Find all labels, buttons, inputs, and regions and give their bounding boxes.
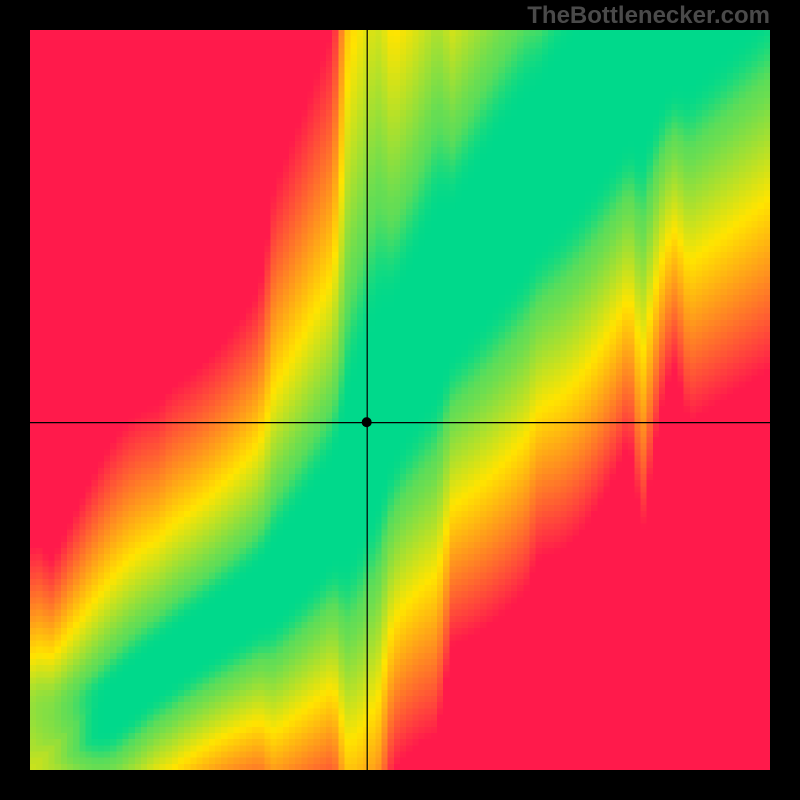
crosshair-overlay [30,30,770,770]
heatmap-plot [30,30,770,770]
chart-frame: TheBottlenecker.com [0,0,800,800]
watermark-text: TheBottlenecker.com [527,2,770,30]
